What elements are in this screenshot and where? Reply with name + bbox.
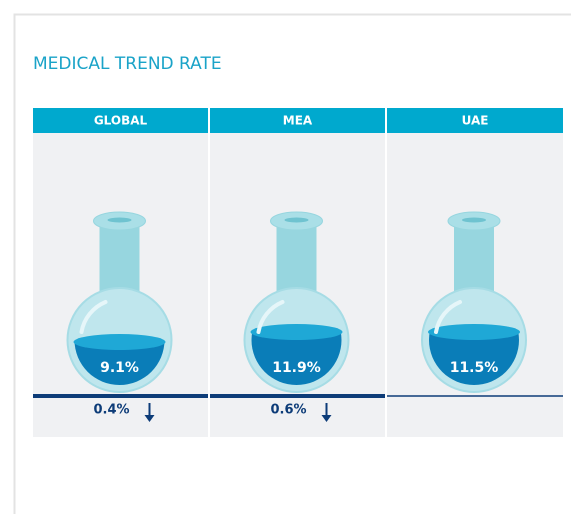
liquid-surface [428,324,520,340]
flask-neck [454,224,494,296]
baseline [33,394,208,398]
liquid-surface [251,324,343,340]
title: MEDICAL TREND RATE [33,54,222,74]
region-label: GLOBAL [94,114,148,128]
flask-neck [277,224,317,296]
rate-value: 11.5% [450,360,499,376]
change-value: 0.4% [93,403,129,418]
flask-mouth [108,218,132,223]
baseline [210,394,385,398]
region-label: MEA [283,114,313,128]
flask-mouth [462,218,486,223]
change-value: 0.6% [270,403,306,418]
flask-mouth [285,218,309,223]
liquid-surface [74,334,166,350]
flask-neck [100,224,140,296]
region-label: UAE [462,114,489,128]
baseline [387,395,563,397]
infographic: MEDICAL TREND RATE GLOBAL 9.1% 0.4% MEA 11.9… [0,0,571,514]
rate-value: 9.1% [100,360,139,376]
rate-value: 11.9% [272,360,321,376]
